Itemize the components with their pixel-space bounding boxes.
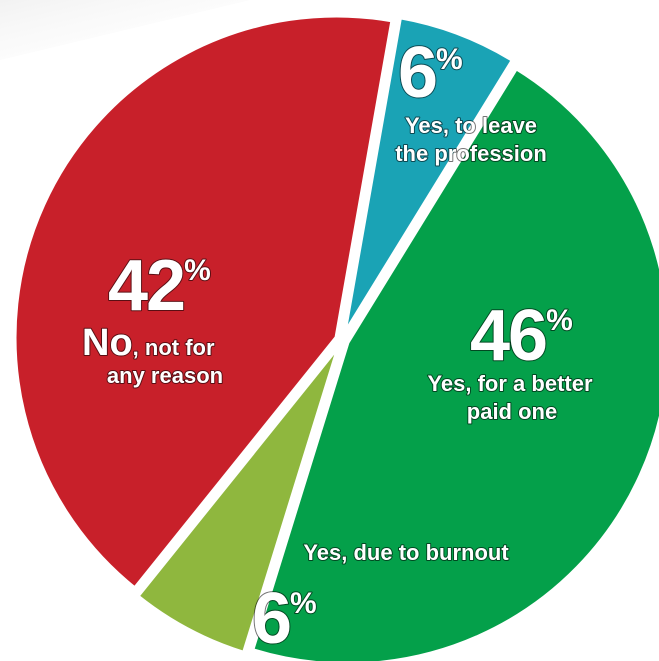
slice-value-label: 6% bbox=[252, 579, 316, 659]
slice-caption: any reason bbox=[107, 363, 223, 388]
slice-caption: paid one bbox=[467, 399, 557, 424]
pie-slice bbox=[342, 15, 515, 337]
slice-caption: No, not for bbox=[82, 322, 215, 364]
slice-caption: Yes, for a better bbox=[427, 371, 593, 396]
slice-value-label: 6% bbox=[398, 33, 462, 113]
slice-caption: Yes, to leave bbox=[405, 113, 537, 138]
pie-slice bbox=[250, 66, 659, 661]
pie-slice bbox=[12, 13, 395, 591]
slice-value-label: 46% bbox=[470, 296, 572, 376]
slice-caption: the profession bbox=[395, 141, 547, 166]
background-sheen bbox=[0, 0, 250, 60]
pie-slice bbox=[135, 343, 342, 655]
slice-value-label: 42% bbox=[108, 246, 210, 326]
slice-caption: Yes, due to burnout bbox=[303, 540, 509, 565]
